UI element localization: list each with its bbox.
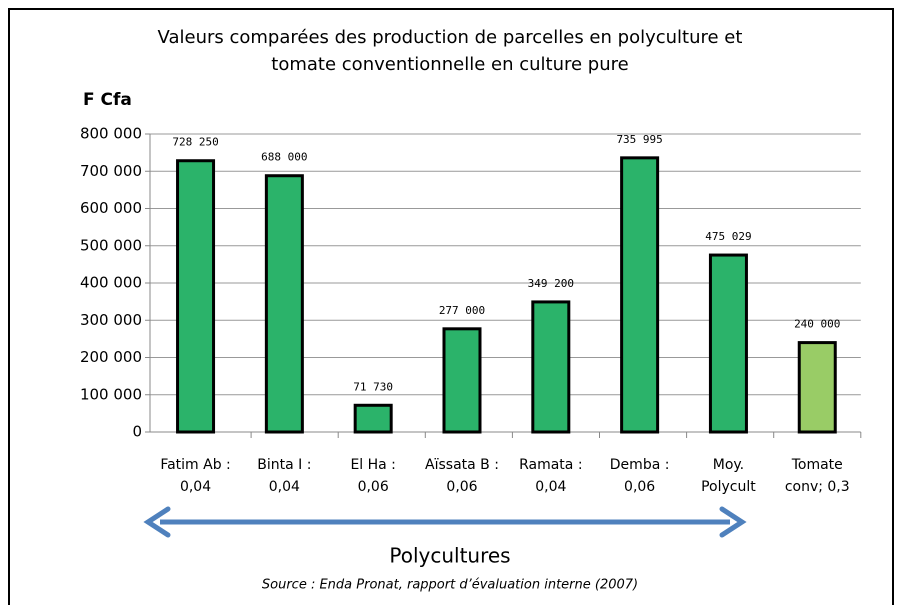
y-tick-label: 500 000: [80, 236, 142, 254]
value-label: 71 730: [353, 380, 393, 393]
value-label: 349 200: [528, 277, 574, 290]
x-tick-label: 0,06: [624, 479, 655, 495]
x-tick-label: Ramata :: [519, 457, 582, 473]
x-tick-label: conv; 0,3: [785, 479, 850, 495]
bar: [353, 403, 393, 434]
bar: [264, 174, 304, 434]
bar: [531, 300, 571, 434]
value-label: 475 029: [705, 230, 751, 243]
x-tick-label: 0,04: [535, 479, 566, 495]
arrow-head: [719, 506, 747, 538]
x-tick-label: Moy.: [713, 457, 744, 473]
x-tick-label: Polycult: [701, 479, 756, 495]
x-tick-label: 0,06: [358, 479, 389, 495]
y-axis-label: F Cfa: [83, 90, 132, 110]
x-tick-label: Tomate: [791, 457, 843, 473]
bar: [442, 327, 482, 434]
bar: [797, 341, 837, 434]
y-tick-label: 0: [132, 423, 142, 441]
source: Source : Enda Pronat, rapport d’évaluati…: [262, 578, 638, 593]
x-tick-label: Aïssata B :: [425, 457, 499, 473]
y-tick-label: 200 000: [80, 348, 142, 366]
x-tick-label: Binta I :: [257, 457, 311, 473]
annotation: Polycultures: [389, 544, 510, 568]
value-label: 728 250: [172, 136, 218, 149]
value-label: 735 995: [616, 133, 662, 146]
x-tick-label: El Ha :: [350, 457, 395, 473]
value-label: 688 000: [261, 151, 307, 164]
y-tick-label: 800 000: [80, 125, 142, 143]
y-tick-label: 400 000: [80, 274, 142, 292]
bar: [708, 253, 748, 434]
y-tick-label: 700 000: [80, 162, 142, 180]
chart-title: Valeurs comparées des production de parc…: [158, 27, 743, 48]
y-tick-label: 300 000: [80, 311, 142, 329]
y-tick-label: 100 000: [80, 385, 142, 403]
chart-title: tomate conventionnelle en culture pure: [271, 54, 628, 75]
value-label: 277 000: [439, 304, 485, 317]
y-tick-label: 600 000: [80, 199, 142, 217]
value-label: 240 000: [794, 318, 840, 331]
x-tick-label: 0,04: [269, 479, 300, 495]
x-tick-label: Demba :: [610, 457, 670, 473]
arrow-head: [143, 506, 171, 538]
range-arrow: [143, 506, 747, 538]
x-tick-label: Fatim Ab :: [160, 457, 230, 473]
bar: [176, 159, 216, 434]
x-tick-label: 0,04: [180, 479, 211, 495]
x-tick-label: 0,06: [446, 479, 477, 495]
frame: [8, 8, 894, 605]
bar: [620, 156, 660, 434]
